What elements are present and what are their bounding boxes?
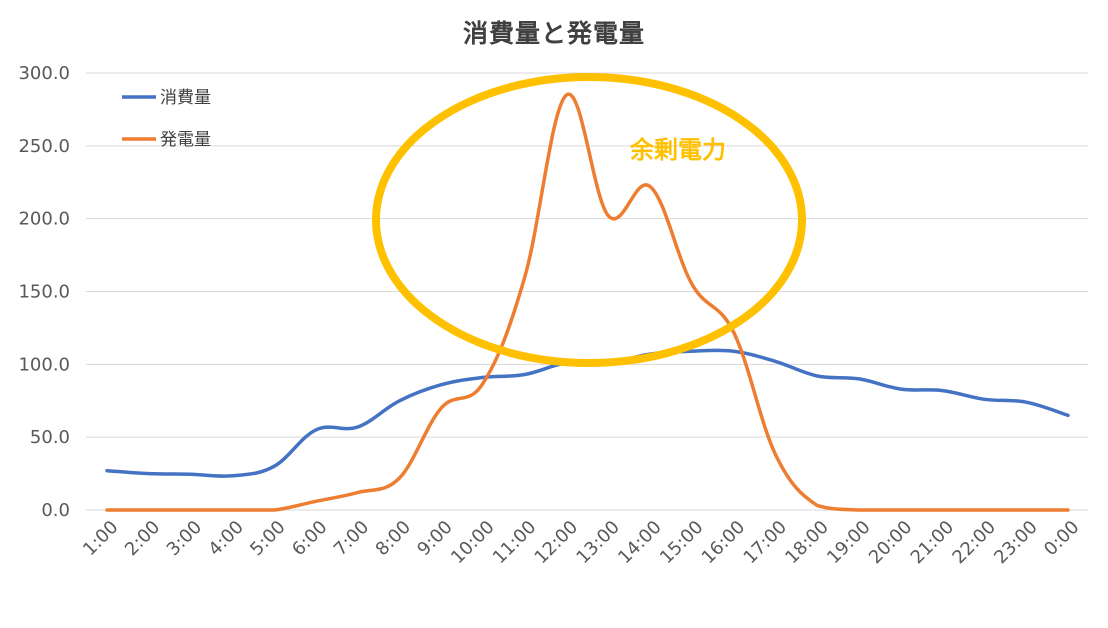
surplus-annotation: 余剰電力: [372, 73, 806, 367]
x-tick-label: 7:00: [330, 517, 373, 560]
x-tick-label: 5:00: [246, 517, 289, 560]
legend-label-consumption: 消費量: [160, 88, 211, 108]
x-tick-label: 4:00: [204, 517, 247, 560]
y-axis-ticks: 0.0 50.0 100.0 150.0 200.0 250.0 300.0: [18, 63, 70, 521]
x-tick-label: 22:00: [948, 517, 1000, 569]
x-tick-label: 13:00: [572, 517, 624, 569]
y-tick-label: 0.0: [41, 500, 70, 521]
x-tick-label: 3:00: [163, 517, 206, 560]
y-tick-label: 250.0: [18, 136, 70, 157]
x-tick-label: 16:00: [698, 517, 750, 569]
x-tick-label: 11:00: [489, 517, 541, 569]
x-tick-label: 2:00: [121, 517, 164, 560]
x-tick-label: 6:00: [288, 517, 331, 560]
x-tick-label: 12:00: [531, 517, 583, 569]
series-lines: [105, 92, 1070, 512]
x-tick-label: 15:00: [656, 517, 708, 569]
x-tick-label: 14:00: [614, 517, 666, 569]
y-tick-label: 300.0: [18, 63, 70, 84]
x-tick-label: 10:00: [447, 517, 499, 569]
legend: 消費量 発電量: [122, 88, 211, 150]
surplus-ellipse: [372, 73, 806, 367]
y-tick-label: 100.0: [18, 354, 70, 375]
x-tick-label: 19:00: [823, 517, 875, 569]
surplus-label: 余剰電力: [629, 136, 726, 164]
x-tick-label: 0:00: [1040, 517, 1083, 560]
x-tick-label: 1:00: [79, 517, 122, 560]
x-tick-label: 8:00: [372, 517, 415, 560]
x-axis-ticks: 1:002:003:004:005:006:007:008:009:0010:0…: [79, 517, 1083, 569]
y-tick-label: 150.0: [18, 282, 70, 303]
y-tick-label: 200.0: [18, 209, 70, 230]
series-line-generation: [105, 92, 1070, 512]
legend-label-generation: 発電量: [160, 130, 211, 150]
x-tick-label: 23:00: [990, 517, 1042, 569]
x-tick-label: 17:00: [740, 517, 792, 569]
x-tick-label: 21:00: [907, 517, 959, 569]
x-tick-label: 18:00: [781, 517, 833, 569]
chart-title: 消費量と発電量: [463, 19, 645, 48]
y-tick-label: 50.0: [30, 427, 70, 448]
series-line-consumption: [105, 348, 1070, 478]
x-tick-label: 20:00: [865, 517, 917, 569]
